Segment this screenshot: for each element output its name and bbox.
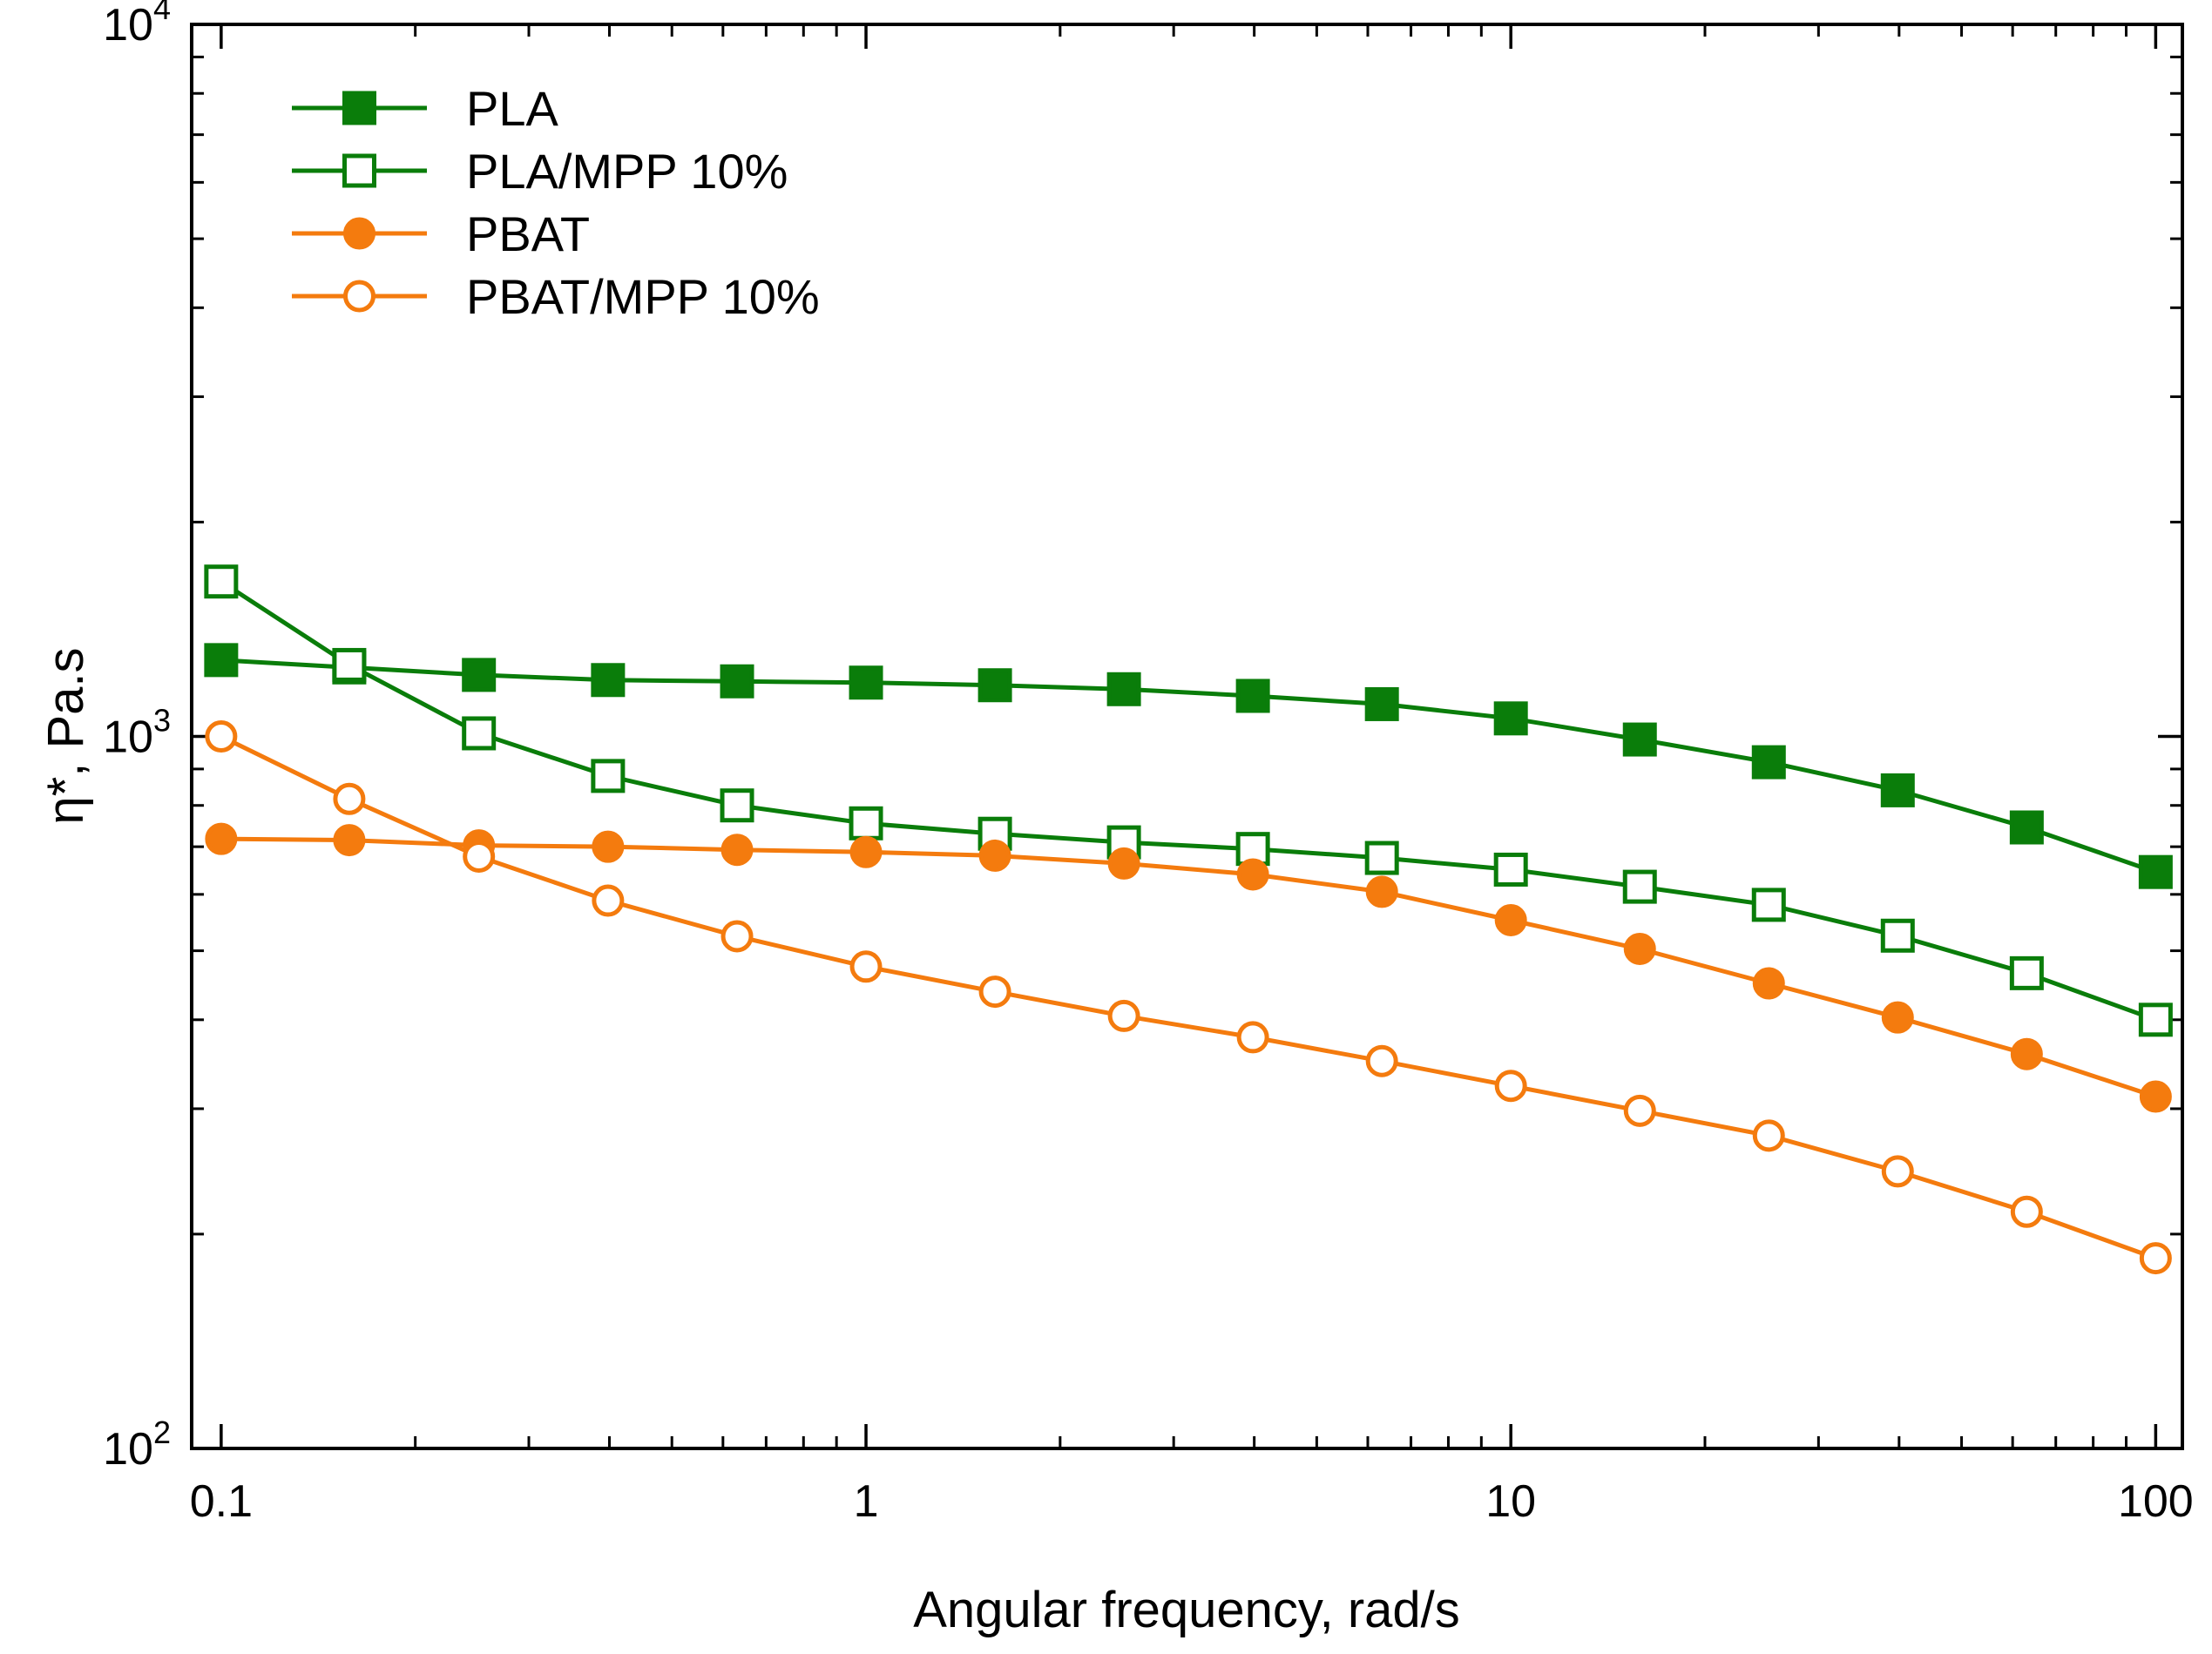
data-point-circle — [592, 884, 625, 917]
data-point-square — [1751, 745, 1786, 780]
x-tick-labels: 0.1 1 10 100 — [190, 1476, 2194, 1527]
series-pbat-mpp-10- — [205, 720, 2172, 1275]
data-point-circle — [333, 782, 366, 815]
data-point-circle — [343, 217, 375, 250]
data-point-square — [2009, 810, 2044, 845]
legend: PLA PLA/MPP 10% PBAT PBAT/MPP 10% — [292, 81, 820, 324]
data-point-circle — [1107, 847, 1140, 880]
y-tick-labels: 102 103 104 — [103, 0, 171, 1475]
data-point-circle — [2010, 1037, 2043, 1070]
data-point-square — [2009, 955, 2044, 990]
data-point-square — [1751, 888, 1786, 922]
data-point-circle — [343, 280, 375, 313]
data-point-circle — [592, 830, 625, 863]
legend-entry: PLA — [292, 81, 558, 136]
data-point-square — [332, 647, 367, 682]
series-line — [220, 734, 2157, 1260]
y-axis-title: η*, Pa.s — [37, 647, 94, 824]
data-point-square — [1880, 918, 1915, 953]
data-point-circle — [205, 822, 238, 855]
data-point-circle — [463, 840, 496, 873]
data-point-circle — [1881, 1001, 1914, 1034]
series-line — [220, 658, 2157, 874]
data-point-square — [720, 664, 754, 699]
data-point-circle — [1236, 1021, 1269, 1054]
data-point-square — [1364, 841, 1399, 875]
series-pla — [204, 643, 2173, 889]
data-point-square — [462, 658, 497, 692]
data-point-circle — [720, 834, 754, 867]
data-point-circle — [333, 824, 366, 857]
legend-label: PLA — [466, 81, 558, 136]
x-tick-label: 1 — [854, 1476, 879, 1527]
data-point-circle — [978, 976, 1011, 1009]
y-tick-label: 103 — [103, 703, 171, 763]
data-point-square — [1106, 672, 1141, 706]
data-point-square — [1622, 869, 1657, 904]
data-point-circle — [1236, 858, 1269, 891]
data-point-circle — [849, 950, 883, 983]
x-tick-label: 10 — [1485, 1476, 1536, 1527]
x-axis-title: Angular frequency, rad/s — [913, 1582, 1460, 1638]
legend-entry: PBAT/MPP 10% — [292, 269, 820, 324]
data-point-circle — [2139, 1080, 2172, 1113]
data-point-square — [1622, 722, 1657, 757]
data-point-square — [1364, 686, 1399, 721]
minor-ticks — [192, 24, 2182, 1448]
data-point-circle — [1752, 967, 1785, 1000]
legend-entry: PLA/MPP 10% — [292, 144, 788, 199]
data-point-circle — [1365, 1044, 1398, 1077]
data-point-square — [462, 716, 497, 751]
y-tick-label: 104 — [103, 0, 171, 51]
data-point-circle — [978, 839, 1011, 872]
legend-label: PLA/MPP 10% — [466, 144, 788, 199]
data-point-circle — [720, 920, 754, 953]
series-pbat — [205, 822, 2172, 1113]
series-line — [220, 579, 2157, 1023]
data-point-circle — [1623, 932, 1656, 965]
data-point-square — [849, 806, 883, 841]
x-tick-label: 0.1 — [190, 1476, 253, 1527]
legend-label: PBAT — [466, 206, 590, 261]
data-point-square — [2138, 854, 2173, 889]
data-point-circle — [849, 835, 883, 868]
data-point-square — [1493, 701, 1528, 736]
data-point-square — [342, 91, 376, 125]
data-point-square — [720, 788, 754, 823]
data-point-square — [1493, 852, 1528, 887]
series-layer — [204, 564, 2173, 1275]
data-point-square — [1880, 773, 1915, 807]
data-point-circle — [205, 720, 238, 753]
data-point-square — [1235, 678, 1270, 713]
data-point-circle — [1494, 1070, 1527, 1103]
data-point-circle — [2139, 1242, 2172, 1275]
plot-frame — [190, 23, 2184, 1450]
data-point-square — [591, 663, 626, 698]
data-point-square — [204, 643, 239, 678]
data-point-square — [977, 668, 1012, 703]
data-point-circle — [1752, 1119, 1785, 1152]
y-tick-label: 102 — [103, 1414, 171, 1475]
data-point-circle — [1623, 1094, 1656, 1127]
legend-entry: PBAT — [292, 206, 590, 261]
data-point-circle — [1494, 903, 1527, 936]
data-point-circle — [2010, 1195, 2043, 1228]
data-point-square — [2138, 1003, 2173, 1037]
data-point-circle — [1365, 875, 1398, 908]
x-tick-label: 100 — [2118, 1476, 2194, 1527]
data-point-circle — [1881, 1155, 1914, 1188]
series-line — [220, 836, 2157, 1099]
data-point-square — [591, 759, 626, 793]
data-point-square — [204, 564, 239, 599]
data-point-square — [342, 153, 376, 188]
data-point-square — [849, 665, 883, 700]
legend-label: PBAT/MPP 10% — [466, 269, 820, 324]
series-pla-mpp-10- — [204, 564, 2173, 1037]
data-point-circle — [1107, 999, 1140, 1032]
